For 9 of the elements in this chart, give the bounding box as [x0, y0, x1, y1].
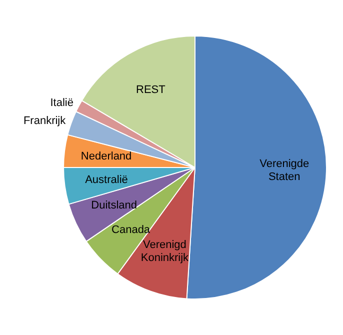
slice-label: Duitsland: [91, 200, 138, 212]
slice-label: Canada: [112, 224, 151, 236]
slice-label: Australië: [85, 174, 128, 186]
slice-label: Italië: [50, 97, 74, 110]
slice-label: Verenigde Staten: [260, 158, 310, 183]
slice-label: Nederland: [80, 150, 132, 162]
slice-label: Frankrijk: [23, 114, 66, 127]
slice-label: REST: [136, 84, 166, 96]
slice-label: Verenigd Koninkrijk: [140, 239, 190, 264]
